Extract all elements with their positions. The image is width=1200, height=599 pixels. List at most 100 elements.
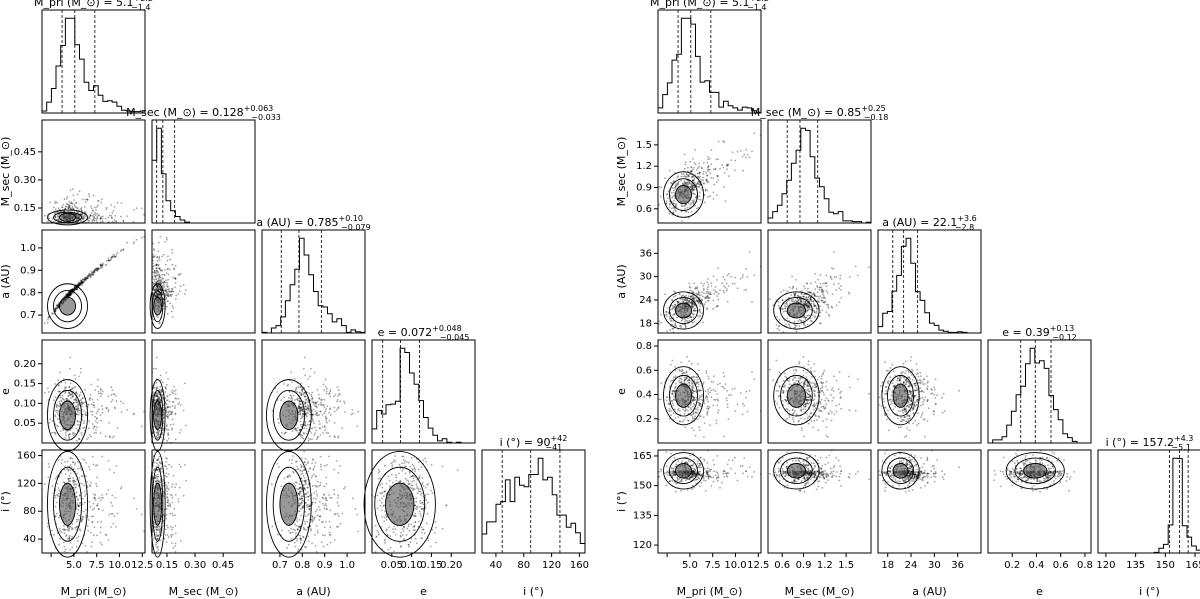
sample-point [54,308,57,310]
sample-point [294,427,297,430]
sample-point [703,162,705,164]
sample-point [165,305,168,308]
sample-point [73,288,75,291]
sample-point [306,514,309,517]
sample-point [300,490,302,493]
sample-point [96,267,98,270]
sample-point [307,439,310,442]
sample-point [93,425,96,428]
sample-point [72,288,74,291]
sample-point [172,276,174,279]
sample-point [56,424,59,427]
sample-point [324,521,327,523]
sample-point [78,514,81,517]
sample-point [51,312,53,314]
sample-point [336,386,339,389]
sample-point [313,517,316,520]
sample-point [74,206,77,208]
sample-point [299,542,302,544]
sample-point [395,476,398,479]
sample-point [53,206,55,209]
sample-point [422,503,425,506]
sample-point [53,431,55,434]
sample-point [155,281,158,284]
sample-point [174,532,177,535]
sample-point [306,506,309,509]
sample-point [57,305,60,308]
panel-e-vs-M_pri: 0.050.100.150.20e [0,339,146,452]
sample-point [165,475,168,478]
sample-point [69,292,72,295]
sample-point [723,186,725,188]
sample-point [415,506,418,509]
sample-point [704,188,707,191]
title-i: i (°) = 90+42 −41 [500,434,568,452]
sample-point [75,439,78,442]
sample-point [64,205,67,208]
sample-point [323,526,326,528]
sample-point [352,497,354,500]
sample-point [690,175,693,178]
sample-point [88,500,91,503]
sample-point [383,490,386,493]
sample-point [82,281,85,284]
sample-point [154,476,157,479]
sample-point [722,166,725,169]
sample-point [399,479,402,482]
sample-point [105,493,108,495]
sample-point [741,155,744,158]
sample-point [712,168,715,171]
sample-point [419,505,422,508]
sample-point [427,493,429,496]
sample-point [401,455,404,458]
sample-point [155,269,158,272]
sample-point [77,284,80,287]
sample-point [700,282,703,285]
sample-point [400,535,402,538]
sample-point [304,515,307,517]
sample-point [159,481,162,484]
sample-point [93,507,96,510]
sample-point [164,475,167,477]
sample-point [108,513,111,516]
contour-2 [59,400,76,430]
sample-point [65,205,67,208]
sample-point [412,475,415,477]
sample-point [300,466,303,469]
sample-point [156,386,159,389]
sample-point [160,379,162,382]
sample-point [329,389,332,391]
sample-point [85,461,88,464]
sample-point [323,507,326,510]
sample-point [69,457,72,460]
sample-point [292,455,294,457]
sample-point [169,258,171,261]
sample-point [698,172,701,175]
sample-point [53,534,55,536]
sample-point [166,501,169,504]
sample-point [341,427,344,430]
sample-point [416,492,419,495]
sample-point [171,501,174,504]
sample-point [83,211,86,213]
sample-point [68,205,71,208]
sample-point [79,279,82,282]
sample-point [169,302,172,305]
sample-point [114,496,117,499]
sample-point [88,399,91,401]
sample-point [111,494,114,497]
sample-point [86,276,88,279]
sample-point [82,498,84,500]
sample-point [683,180,686,183]
sample-point [82,516,85,518]
sample-point [53,312,55,315]
sample-point [86,277,89,280]
sample-point [426,501,429,504]
sample-point [113,255,116,257]
sample-point [158,273,161,276]
sample-point [318,500,321,503]
sample-point [290,371,292,374]
sample-point [71,207,74,209]
panel-e-vs-a [261,339,366,452]
sample-point [54,309,57,312]
